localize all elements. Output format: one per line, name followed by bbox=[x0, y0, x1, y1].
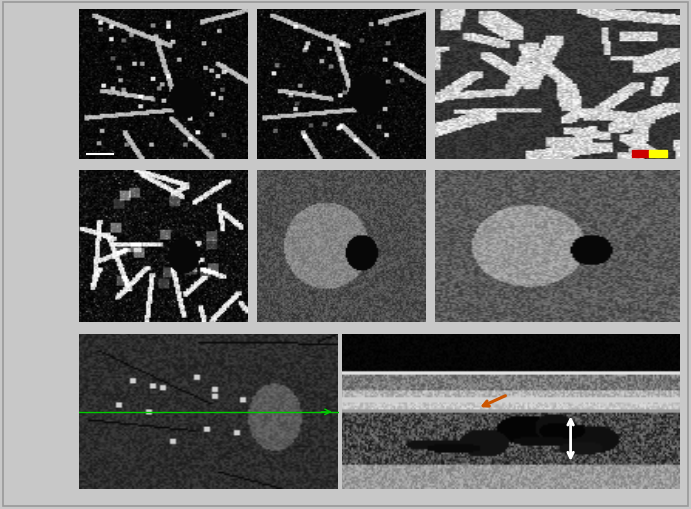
Bar bbox=[650, 151, 668, 158]
Bar bbox=[632, 151, 650, 158]
